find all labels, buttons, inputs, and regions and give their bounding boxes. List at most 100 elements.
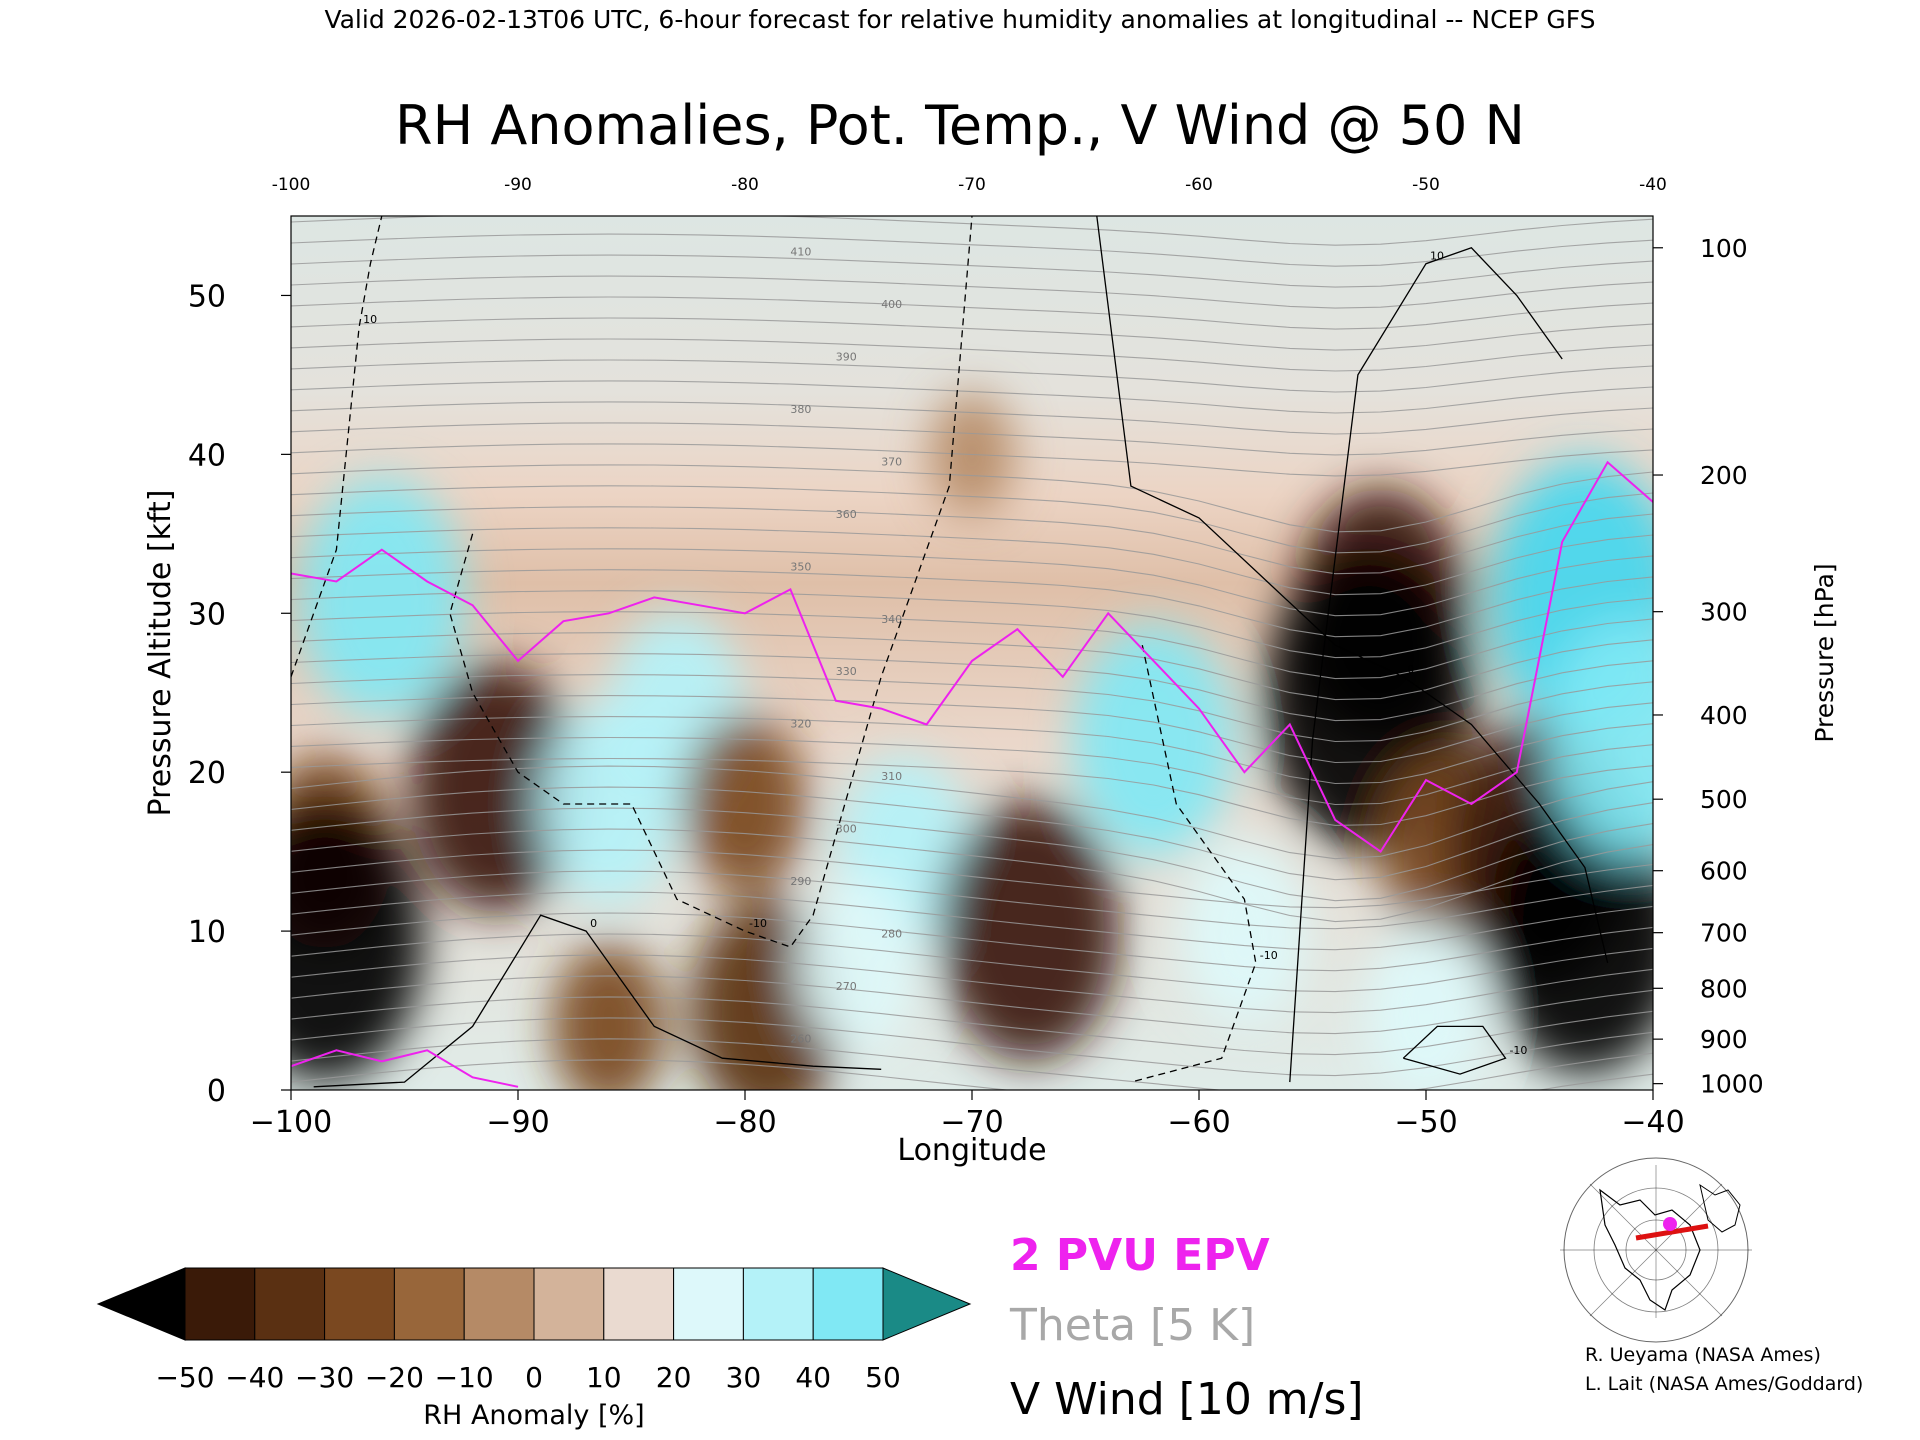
theta-contour (291, 422, 1653, 456)
colorbar-swatch (324, 1267, 395, 1341)
theta-contour (291, 1059, 1653, 1090)
theta-contour (291, 695, 1653, 764)
theta-contour (291, 716, 1653, 785)
theta-contour (291, 380, 1653, 414)
colorbar-tick-label: −20 (365, 1361, 424, 1394)
v-wind-contour-label: -10 (1509, 1044, 1527, 1057)
colorbar-tick-label: 0 (525, 1361, 543, 1394)
rh-anomaly-field (291, 392, 1653, 1090)
x-tick-label: −100 (250, 1105, 332, 1140)
colorbar-tick-label: −40 (225, 1361, 284, 1394)
v-wind-contour-label: -10 (1260, 949, 1278, 962)
theta-contour-label: 260 (790, 1032, 811, 1045)
top-tick-label: -50 (1412, 175, 1440, 195)
legend-theta: Theta [5 K] (1009, 1300, 1255, 1351)
pressure-tick-label: 700 (1700, 919, 1748, 948)
pressure-tick-label: 900 (1700, 1025, 1748, 1054)
x-tick-label: −80 (713, 1105, 776, 1140)
location-map-inset (1556, 1157, 1756, 1343)
theta-contour (291, 216, 1653, 246)
x-axis-label: Longitude (897, 1133, 1046, 1168)
colorbar-swatch (603, 1267, 675, 1341)
theta-contour (291, 765, 1653, 860)
theta-contour (291, 401, 1653, 435)
top-tick-label: -100 (272, 175, 311, 195)
v-wind-contour (1096, 216, 1609, 964)
colorbar-tick-label: 50 (865, 1361, 901, 1394)
x-tick-label: −90 (486, 1105, 549, 1140)
theta-contour (291, 807, 1653, 902)
theta-contour (291, 464, 1653, 533)
rh-anomaly-cell (683, 715, 807, 893)
y-tick-label: 0 (207, 1074, 226, 1109)
theta-contours: 260 270 280 290 300 310 320 330 340 350 360 370 380 3… (291, 216, 1653, 1090)
rh-anomaly-cell (797, 874, 920, 1052)
pressure-tick-label: 600 (1700, 857, 1748, 886)
theta-contour (291, 590, 1653, 659)
theta-contour-label: 360 (836, 508, 857, 521)
v-wind-contour-label: -10 (749, 917, 767, 930)
colorbar-swatch (812, 1267, 884, 1341)
theta-contour-label: 290 (790, 875, 811, 888)
theta-contour (291, 870, 1653, 930)
rh-anomaly-cell (551, 943, 667, 1090)
colorbar-tick-label: 10 (586, 1361, 622, 1394)
theta-contour-label: 330 (836, 665, 857, 678)
top-tick-label: -60 (1185, 175, 1213, 195)
valid-time-line: Valid 2026-02-13T06 UTC, 6-hour forecast… (324, 5, 1595, 34)
theta-contour (291, 828, 1653, 923)
theta-contour (291, 233, 1653, 267)
theta-contour (291, 254, 1653, 288)
theta-contour (291, 485, 1653, 554)
theta-contour-label: 320 (790, 718, 811, 731)
theta-contour (291, 912, 1653, 972)
v-wind-contour-label: 0 (1407, 663, 1414, 676)
v-wind-contour (1130, 644, 1257, 1083)
colorbar-swatch (742, 1267, 814, 1341)
rh-anomaly-cell (1364, 921, 1488, 1090)
theta-contour (291, 933, 1653, 993)
pressure-tick-label: 800 (1700, 974, 1748, 1003)
rh-anomaly-cell (938, 800, 1119, 1062)
theta-contour (291, 849, 1653, 909)
theta-contour (291, 548, 1653, 617)
v-wind-contour (313, 914, 882, 1088)
colorbar-min-arrow (96, 1267, 186, 1341)
theta-contour (291, 954, 1653, 1014)
y-tick-label: 30 (188, 597, 226, 632)
y-tick-label: 20 (188, 756, 226, 791)
epv-line-path (291, 460, 1653, 854)
colorbar-tick-label: 30 (726, 1361, 762, 1394)
rh-anomaly-cell (1547, 620, 1653, 860)
x-tick-label: −60 (1167, 1105, 1230, 1140)
colorbar-swatch (254, 1267, 326, 1341)
theta-contour-label: 400 (881, 298, 902, 311)
epv-2pvu-line (291, 460, 1653, 1088)
theta-contour-label: 390 (836, 351, 857, 364)
pressure-tick-label: 200 (1700, 461, 1748, 490)
chart-title: RH Anomalies, Pot. Temp., V Wind @ 50 N (395, 94, 1525, 157)
rh-anomaly-cell (291, 795, 424, 1083)
theta-contour-label: 410 (790, 246, 811, 259)
colorbar-tick-label: −50 (155, 1361, 214, 1394)
theta-contour-label: 380 (790, 403, 811, 416)
x-tick-label: −40 (1621, 1105, 1684, 1140)
y-tick-label: 40 (188, 438, 226, 473)
top-tick-label: -80 (731, 175, 759, 195)
v-wind-contour (449, 216, 973, 948)
colorbar-label: RH Anomaly [%] (423, 1400, 644, 1431)
theta-contour (291, 296, 1653, 330)
v-wind-contours: 10 -10 0 0 10 -10 -10 (291, 216, 1609, 1088)
theta-contour-label: 280 (881, 927, 902, 940)
colorbar-swatch (533, 1267, 605, 1341)
theta-contour (291, 653, 1653, 722)
colorbar-max-arrow (882, 1267, 972, 1341)
pressure-tick-label: 100 (1700, 234, 1748, 263)
axes: −100-100−90-90−80-80−70-70−60-60−50-50−4… (188, 175, 1764, 1140)
colorbar-swatch (184, 1267, 256, 1341)
theta-contour (291, 338, 1653, 372)
colorbar-tick-label: 20 (656, 1361, 692, 1394)
pressure-tick-label: 500 (1700, 785, 1748, 814)
colorbar: −50 −40 −30 −20 −10 0 10 20 30 40 50 (96, 1267, 972, 1394)
theta-contour (291, 443, 1653, 477)
